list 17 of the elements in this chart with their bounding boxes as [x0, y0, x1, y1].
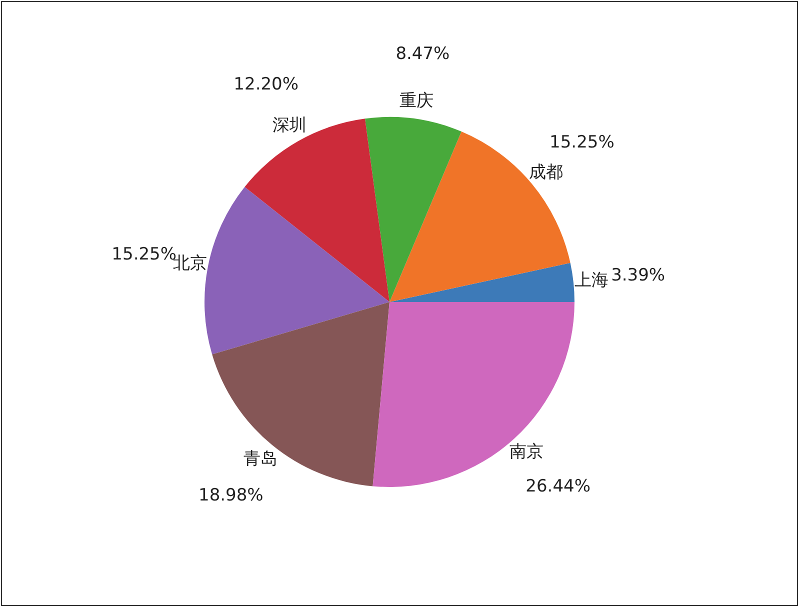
data-label: 15.25% [550, 132, 614, 152]
slice-label: 南京 [509, 442, 544, 462]
data-label: 18.98% [198, 485, 264, 506]
slice-label: 青岛 [244, 448, 278, 469]
data-label: 12.20% [234, 74, 299, 95]
data-label: 3.39% [611, 265, 666, 286]
data-label: 8.47% [396, 44, 450, 64]
pie-slice [212, 302, 390, 486]
pie-slice [204, 186, 390, 354]
data-label: 26.44% [526, 476, 590, 497]
pie-slice [244, 118, 390, 302]
slice-label: 深圳 [272, 115, 306, 136]
pie-slice [390, 262, 574, 302]
slice-label: 成都 [528, 162, 563, 182]
slice-label: 重庆 [399, 90, 434, 111]
pie-slice [364, 117, 462, 302]
slice-label: 上海 [574, 270, 608, 290]
